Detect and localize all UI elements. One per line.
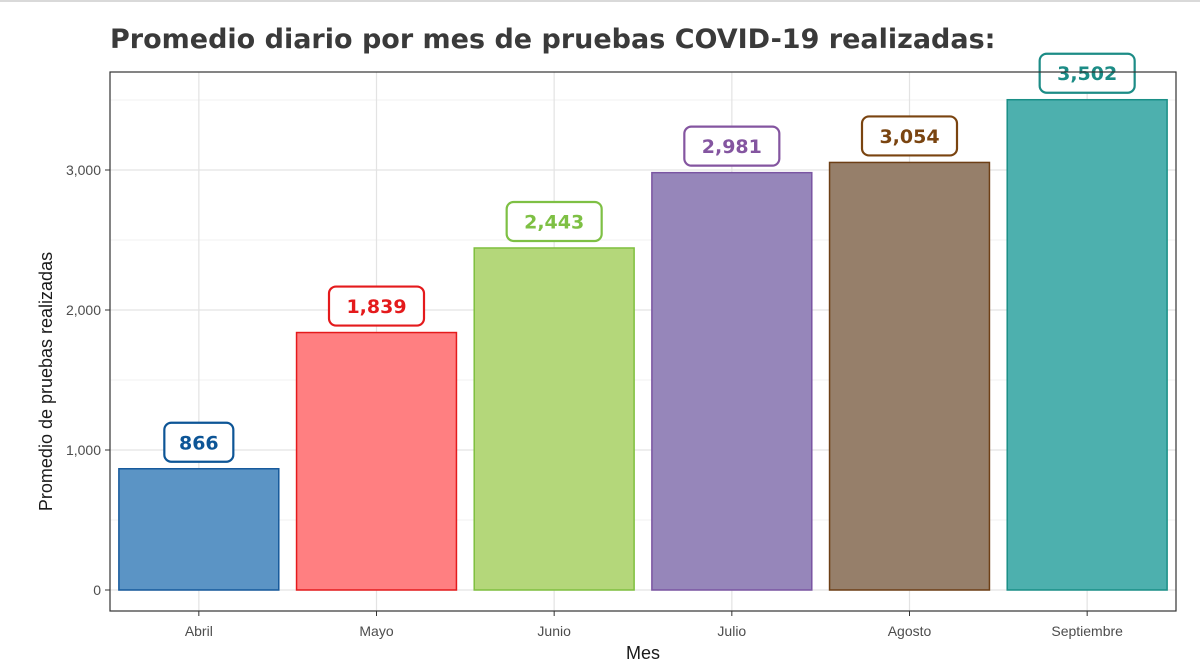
data-label: 866 — [179, 432, 219, 454]
data-label-box — [505, 200, 603, 243]
x-axis-title: Mes — [626, 643, 660, 663]
data-label: 3,502 — [1057, 63, 1117, 85]
y-axis-title: Promedio de pruebas realizadas — [36, 252, 56, 511]
data-label-box — [683, 125, 781, 167]
x-tick-label: Mayo — [359, 623, 393, 639]
bar-abril — [118, 468, 280, 591]
bar-mayo — [295, 331, 458, 591]
data-label-box — [1038, 52, 1136, 94]
top-border — [0, 0, 1200, 2]
x-tick-label: Agosto — [888, 623, 932, 639]
data-label-box — [163, 421, 235, 463]
data-label-box — [860, 115, 959, 157]
data-label-box — [327, 285, 426, 327]
bar-julio — [651, 171, 813, 591]
bar-septiembre — [1006, 98, 1168, 591]
y-tick-label: 2,000 — [66, 302, 101, 318]
plot-panel — [110, 72, 1176, 611]
data-label: 1,839 — [346, 296, 406, 318]
x-tick-label: Septiembre — [1051, 623, 1123, 639]
data-label: 2,443 — [524, 211, 584, 233]
x-tick-label: Abril — [185, 623, 213, 639]
bar-junio — [473, 247, 635, 591]
y-tick-label: 0 — [93, 582, 101, 598]
data-label: 3,054 — [879, 126, 939, 148]
bar-agosto — [828, 161, 991, 591]
x-tick-label: Junio — [537, 623, 571, 639]
y-tick-label: 3,000 — [66, 162, 101, 178]
y-tick-label: 1,000 — [66, 442, 101, 458]
x-tick-label: Julio — [717, 623, 746, 639]
panel-border — [109, 71, 1177, 612]
data-label: 2,981 — [702, 136, 762, 158]
chart-title: Promedio diario por mes de pruebas COVID… — [110, 24, 996, 55]
